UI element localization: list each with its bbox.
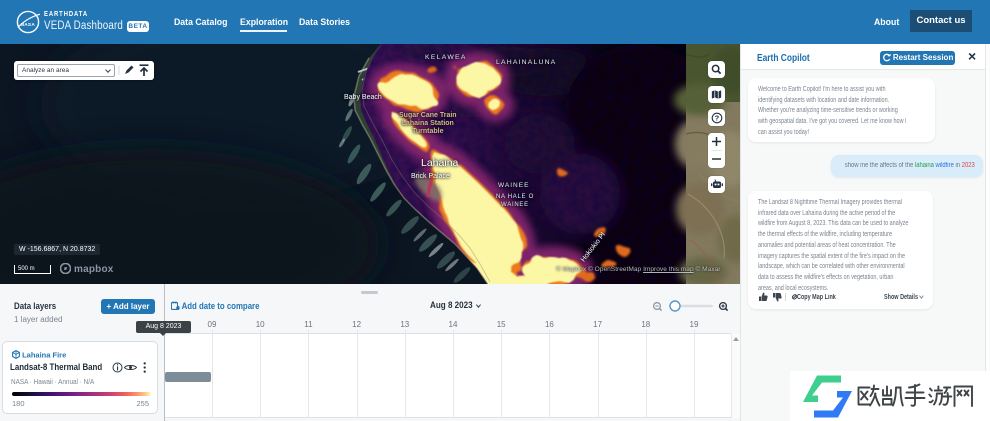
svg-text:NASA: NASA (21, 22, 36, 28)
svg-text:?: ? (714, 113, 719, 122)
